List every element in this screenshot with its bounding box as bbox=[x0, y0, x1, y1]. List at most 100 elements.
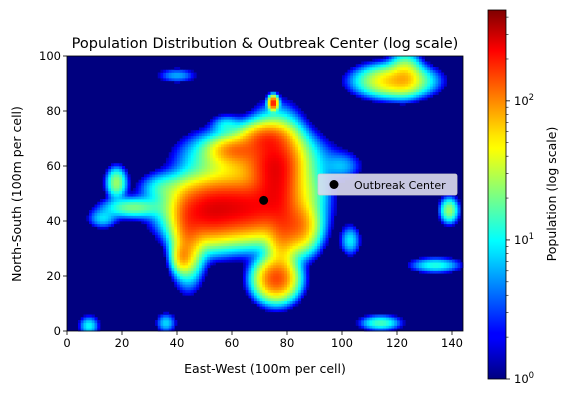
heatmap-cell bbox=[273, 226, 277, 230]
heatmap-cell bbox=[168, 251, 172, 255]
heatmap-cell bbox=[270, 141, 274, 145]
heatmap-cell bbox=[135, 207, 139, 211]
heatmap-cell bbox=[237, 141, 241, 145]
heatmap-cell bbox=[267, 196, 271, 200]
heatmap-cell bbox=[256, 127, 260, 131]
heatmap-cell bbox=[328, 155, 332, 159]
heatmap-cell bbox=[353, 89, 357, 93]
heatmap-cell bbox=[138, 196, 142, 200]
heatmap-cell bbox=[196, 270, 200, 274]
heatmap-cell bbox=[265, 210, 269, 214]
heatmap-cell bbox=[210, 207, 214, 211]
heatmap-cell bbox=[358, 91, 362, 95]
heatmap-cell bbox=[248, 262, 252, 266]
heatmap-cell bbox=[372, 67, 376, 71]
heatmap-cell bbox=[174, 234, 178, 238]
heatmap-cell bbox=[325, 210, 329, 214]
heatmap-cell bbox=[174, 273, 178, 277]
heatmap-cell bbox=[256, 298, 260, 302]
heatmap-cell bbox=[218, 122, 222, 126]
heatmap-cell bbox=[276, 94, 280, 98]
heatmap-cell bbox=[306, 196, 310, 200]
heatmap-cell bbox=[160, 166, 164, 170]
heatmap-cell bbox=[157, 317, 161, 321]
heatmap-cell bbox=[320, 204, 324, 208]
heatmap-cell bbox=[232, 207, 236, 211]
heatmap-cell bbox=[270, 287, 274, 291]
heatmap-cell bbox=[284, 273, 288, 277]
heatmap-cell bbox=[254, 199, 258, 203]
heatmap-cell bbox=[248, 149, 252, 153]
heatmap-cell bbox=[284, 174, 288, 178]
heatmap-cell bbox=[182, 157, 186, 161]
heatmap-cell bbox=[303, 207, 307, 211]
heatmap-cell bbox=[226, 199, 230, 203]
heatmap-cell bbox=[262, 160, 266, 164]
heatmap-cell bbox=[259, 166, 263, 170]
heatmap-cell bbox=[201, 273, 205, 277]
heatmap-cell bbox=[135, 185, 139, 189]
heatmap-cell bbox=[265, 179, 269, 183]
heatmap-cell bbox=[358, 243, 362, 247]
heatmap-cell bbox=[226, 229, 230, 233]
heatmap-cell bbox=[265, 168, 269, 172]
heatmap-cell bbox=[267, 234, 271, 238]
heatmap-cell bbox=[188, 188, 192, 192]
heatmap-cell bbox=[210, 124, 214, 128]
heatmap-cell bbox=[127, 201, 131, 205]
heatmap-cell bbox=[303, 193, 307, 197]
heatmap-cell bbox=[309, 188, 313, 192]
heatmap-cell bbox=[262, 303, 266, 307]
heatmap-cell bbox=[196, 199, 200, 203]
heatmap-cell bbox=[300, 179, 304, 183]
heatmap-cell bbox=[413, 100, 417, 104]
heatmap-cell bbox=[259, 133, 263, 137]
heatmap-cell bbox=[273, 243, 277, 247]
heatmap-cell bbox=[245, 248, 249, 252]
heatmap-cell bbox=[234, 113, 238, 117]
heatmap-cell bbox=[193, 141, 197, 145]
heatmap-cell bbox=[311, 226, 315, 230]
heatmap-cell bbox=[336, 160, 340, 164]
heatmap-cell bbox=[298, 300, 302, 304]
heatmap-cell bbox=[287, 243, 291, 247]
heatmap-cell bbox=[358, 240, 362, 244]
heatmap-cell bbox=[383, 325, 387, 329]
heatmap-cell bbox=[353, 78, 357, 82]
heatmap-cell bbox=[166, 317, 170, 321]
heatmap-cell bbox=[303, 251, 307, 255]
heatmap-cell bbox=[281, 135, 285, 139]
heatmap-cell bbox=[342, 163, 346, 167]
heatmap-cell bbox=[298, 177, 302, 181]
heatmap-cell bbox=[281, 174, 285, 178]
heatmap-cell bbox=[141, 190, 145, 194]
heatmap-cell bbox=[289, 102, 293, 106]
heatmap-cell bbox=[298, 287, 302, 291]
heatmap-cell bbox=[254, 185, 258, 189]
heatmap-cell bbox=[298, 210, 302, 214]
heatmap-cell bbox=[281, 292, 285, 296]
heatmap-cell bbox=[160, 210, 164, 214]
heatmap-cell bbox=[243, 284, 247, 288]
heatmap-cell bbox=[133, 201, 137, 205]
heatmap-cell bbox=[171, 182, 175, 186]
heatmap-cell bbox=[295, 155, 299, 159]
heatmap-cell bbox=[317, 146, 321, 150]
heatmap-cell bbox=[174, 215, 178, 219]
heatmap-cell bbox=[166, 215, 170, 219]
heatmap-cell bbox=[281, 212, 285, 216]
heatmap-cell bbox=[141, 210, 145, 214]
heatmap-cell bbox=[262, 190, 266, 194]
heatmap-cell bbox=[314, 234, 318, 238]
heatmap-cell bbox=[289, 303, 293, 307]
heatmap-cell bbox=[309, 232, 313, 236]
heatmap-cell bbox=[397, 64, 401, 68]
heatmap-cell bbox=[314, 193, 318, 197]
heatmap-cell bbox=[295, 122, 299, 126]
heatmap-cell bbox=[190, 243, 194, 247]
heatmap-cell bbox=[199, 185, 203, 189]
heatmap-cell bbox=[130, 199, 134, 203]
heatmap-cell bbox=[168, 325, 172, 329]
heatmap-cell bbox=[377, 91, 381, 95]
heatmap-cell bbox=[234, 157, 238, 161]
